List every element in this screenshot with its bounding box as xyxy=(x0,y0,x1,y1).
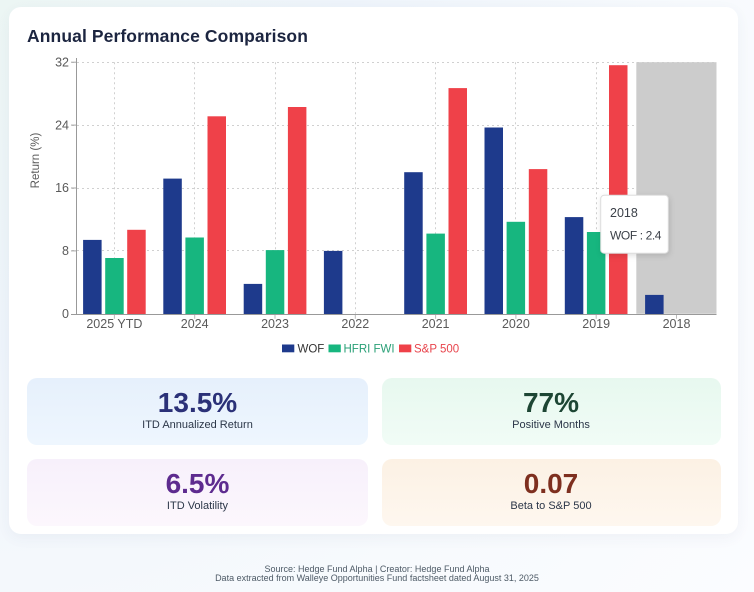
svg-text:0: 0 xyxy=(62,307,69,321)
svg-text:2025 YTD: 2025 YTD xyxy=(86,317,142,331)
svg-text:S&P 500: S&P 500 xyxy=(414,343,459,355)
svg-text:2023: 2023 xyxy=(261,317,289,331)
svg-text:2021: 2021 xyxy=(422,317,450,331)
svg-text:2018: 2018 xyxy=(610,206,638,220)
svg-text:WOF : 2.4: WOF : 2.4 xyxy=(610,228,662,242)
svg-text:16: 16 xyxy=(55,181,69,195)
svg-text:WOF: WOF xyxy=(298,343,325,355)
svg-text:2024: 2024 xyxy=(181,317,209,331)
svg-text:2018: 2018 xyxy=(663,317,691,331)
svg-text:2019: 2019 xyxy=(582,317,610,331)
svg-text:2020: 2020 xyxy=(502,317,530,331)
svg-text:2022: 2022 xyxy=(341,317,369,331)
svg-text:8: 8 xyxy=(62,244,69,258)
svg-text:HFRI FWI: HFRI FWI xyxy=(344,343,395,355)
svg-text:32: 32 xyxy=(55,55,69,69)
svg-text:Return (%): Return (%) xyxy=(30,133,42,189)
svg-text:24: 24 xyxy=(55,118,69,132)
